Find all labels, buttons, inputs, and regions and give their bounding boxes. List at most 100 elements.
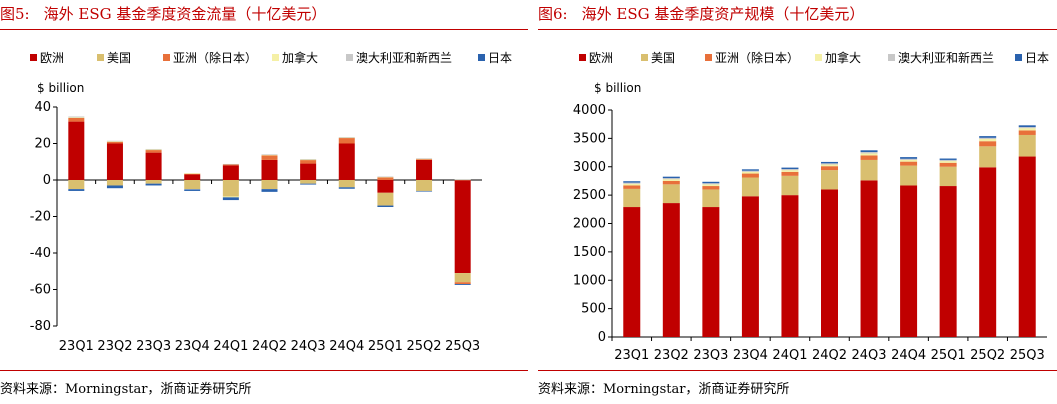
flows-bar-24Q4-canada xyxy=(338,137,355,139)
flows-bar-24Q1-asia_ex_japan xyxy=(222,164,239,166)
aum-bar-25Q1-australia_nz xyxy=(939,159,957,162)
flows-y-tick-label-4: 0 xyxy=(43,173,51,188)
aum-bar-23Q2-australia_nz xyxy=(662,178,680,180)
flows-bar-24Q3-us xyxy=(300,180,317,184)
aum-bar-23Q2-asia_ex_japan xyxy=(662,180,680,185)
flows-bar-24Q2-canada xyxy=(261,154,278,156)
aum-bar-24Q3-canada xyxy=(860,153,878,156)
aum-bar-23Q4-asia_ex_japan xyxy=(741,173,759,178)
flows-x-tick-label-2: 23Q3 xyxy=(136,339,171,354)
aum-bar-24Q2-canada xyxy=(821,164,838,167)
aum-y-tick-label-8: 4000 xyxy=(573,103,606,118)
flows-bar-24Q4-japan xyxy=(338,187,355,189)
flows-x-tick-label-5: 24Q2 xyxy=(252,339,287,354)
flows-bar-25Q2-europe xyxy=(416,159,433,180)
aum-bar-23Q2-us xyxy=(662,184,680,204)
flows-x-tick-label-8: 25Q1 xyxy=(368,339,403,354)
aum-legend-swatch-5 xyxy=(1015,54,1022,61)
flows-x-tick-label-1: 23Q2 xyxy=(97,339,132,354)
flows-bar-23Q3-asia_ex_japan xyxy=(145,149,162,153)
aum-bar-23Q1-japan xyxy=(623,181,641,183)
flows-bar-23Q2-asia_ex_japan xyxy=(106,141,123,144)
aum-bar-25Q3-australia_nz xyxy=(1018,127,1036,129)
aum-bar-24Q1-australia_nz xyxy=(781,169,799,171)
flows-bar-25Q1-europe xyxy=(377,180,394,193)
flows-unit-label: $ billion xyxy=(37,81,84,95)
right-title-rule xyxy=(538,29,1057,30)
aum-bar-25Q2-australia_nz xyxy=(979,137,997,139)
aum-bar-25Q3-europe xyxy=(1018,156,1036,337)
left-title-rule xyxy=(0,29,528,30)
aum-y-tick-label-7: 3500 xyxy=(573,131,606,146)
aum-bar-23Q1-europe xyxy=(623,207,641,337)
flows-y-tick-label-2: -40 xyxy=(30,246,51,261)
aum-legend-label-3: 加拿大 xyxy=(825,50,861,65)
aum-bar-24Q2-asia_ex_japan xyxy=(821,166,838,171)
aum-legend-swatch-1 xyxy=(641,54,648,61)
aum-bar-25Q1-us xyxy=(939,166,957,187)
flows-bar-24Q4-australia_nz xyxy=(338,137,355,138)
aum-x-tick-label-0: 23Q1 xyxy=(614,348,649,360)
aum-bar-24Q2-us xyxy=(821,170,838,190)
aum-y-tick-label-4: 2000 xyxy=(573,217,606,232)
aum-y-tick-label-3: 1500 xyxy=(573,245,606,260)
flows-bar-24Q1-europe xyxy=(222,165,239,180)
flows-bar-24Q3-australia_nz xyxy=(300,159,317,160)
flows-bar-25Q2-australia_nz xyxy=(416,158,433,159)
flows-bar-23Q4-europe xyxy=(184,174,201,180)
aum-x-tick-label-9: 25Q2 xyxy=(970,348,1005,360)
flows-bar-23Q2-us xyxy=(106,180,123,186)
flows-legend-label-3: 加拿大 xyxy=(282,50,318,65)
flows-bar-24Q3-asia_ex_japan xyxy=(300,159,317,164)
flows-bar-24Q4-europe xyxy=(338,143,355,180)
flows-bar-25Q3-australia_nz xyxy=(454,179,471,180)
flows-bar-23Q1-asia_ex_japan xyxy=(68,117,85,122)
aum-bar-23Q2-canada xyxy=(662,179,680,181)
flows-legend-swatch-5 xyxy=(478,54,485,61)
flows-bar-23Q1-us xyxy=(68,180,85,190)
aum-y-tick-label-1: 500 xyxy=(581,302,606,317)
aum-bar-24Q4-us xyxy=(900,165,918,186)
aum-bar-23Q1-canada xyxy=(623,183,641,186)
aum-bar-23Q4-japan xyxy=(741,169,759,171)
flows-x-tick-label-10: 25Q3 xyxy=(445,339,480,354)
aum-bar-24Q4-asia_ex_japan xyxy=(900,161,918,166)
aum-bar-23Q2-japan xyxy=(662,176,680,179)
aum-unit-label: $ billion xyxy=(594,81,641,95)
flows-bar-24Q3-canada xyxy=(300,159,317,161)
flows-legend-swatch-0 xyxy=(30,54,37,61)
aum-x-tick-label-6: 24Q3 xyxy=(852,348,887,360)
flows-bar-24Q1-japan xyxy=(222,197,239,201)
flows-x-tick-label-9: 25Q2 xyxy=(407,339,442,354)
flows-bar-25Q1-canada xyxy=(377,176,394,178)
flows-bar-24Q2-japan xyxy=(261,189,278,192)
aum-bar-23Q1-us xyxy=(623,188,641,208)
aum-x-tick-label-10: 25Q3 xyxy=(1010,348,1045,360)
flows-bar-25Q3-japan xyxy=(454,284,471,285)
aum-bar-24Q4-japan xyxy=(900,157,918,159)
aum-bar-25Q1-europe xyxy=(939,186,957,337)
flows-bar-25Q1-us xyxy=(377,192,394,206)
aum-legend-label-0: 欧洲 xyxy=(589,51,613,65)
aum-x-tick-label-4: 24Q1 xyxy=(772,348,807,360)
aum-bar-25Q2-canada xyxy=(979,138,997,142)
aum-bar-24Q1-us xyxy=(781,175,799,196)
flows-bar-25Q3-canada xyxy=(454,179,471,181)
aum-legend-label-2: 亚洲（除日本） xyxy=(715,50,799,65)
aum-y-tick-label-0: 0 xyxy=(598,330,606,345)
aum-bar-25Q2-japan xyxy=(979,136,997,138)
flows-bar-24Q1-us xyxy=(222,180,239,197)
flows-legend-swatch-4 xyxy=(346,54,353,61)
aum-bar-23Q1-asia_ex_japan xyxy=(623,185,641,189)
aum-y-tick-label-5: 2500 xyxy=(573,188,606,203)
aum-y-tick-label-2: 1000 xyxy=(573,273,606,288)
aum-bar-24Q1-japan xyxy=(781,167,799,170)
flows-bar-24Q3-europe xyxy=(300,163,317,180)
aum-chart: 欧洲 美国 亚洲（除日本） 加拿大 澳大利亚和新西兰 日本 $ billion 0 500 100… xyxy=(573,50,1049,360)
aum-bar-25Q2-europe xyxy=(979,167,997,337)
flows-bar-23Q4-japan xyxy=(184,189,201,191)
flows-bar-23Q2-canada xyxy=(106,141,123,142)
flows-bar-24Q3-japan xyxy=(300,183,317,185)
aum-x-tick-label-1: 23Q2 xyxy=(654,348,689,360)
flows-bar-23Q4-canada xyxy=(184,173,201,174)
